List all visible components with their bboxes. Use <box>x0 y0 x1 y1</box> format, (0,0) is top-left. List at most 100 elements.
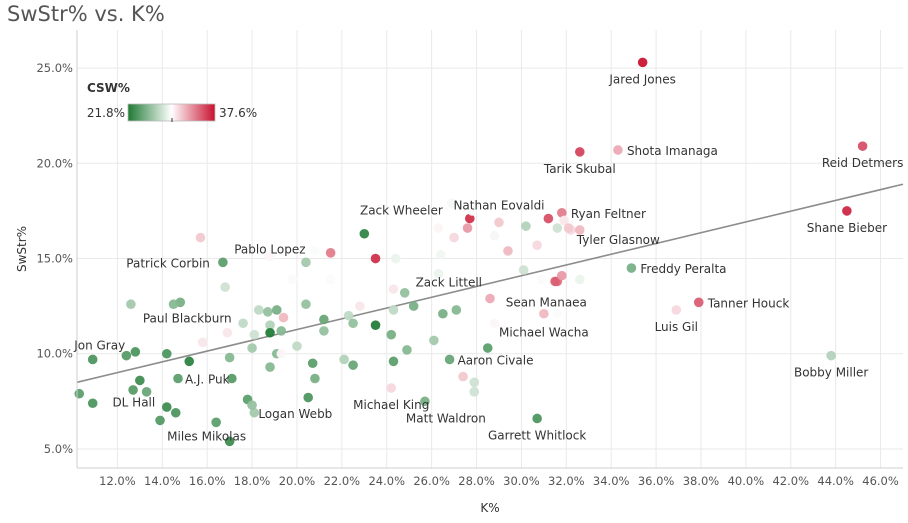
scatter-point[interactable] <box>301 299 311 310</box>
scatter-point[interactable] <box>355 301 365 311</box>
scatter-point[interactable] <box>170 407 181 418</box>
scatter-point[interactable] <box>161 348 172 359</box>
scatter-point[interactable] <box>826 350 836 361</box>
scatter-point[interactable] <box>388 284 399 294</box>
scatter-point[interactable] <box>184 356 195 367</box>
scatter-point[interactable] <box>126 299 136 310</box>
scatter-point[interactable] <box>559 215 569 226</box>
scatter-point[interactable] <box>386 383 397 393</box>
scatter-point[interactable] <box>420 396 430 407</box>
scatter-point[interactable] <box>262 307 273 317</box>
scatter-point[interactable] <box>574 274 585 285</box>
scatter-point[interactable] <box>399 288 410 298</box>
scatter-point[interactable] <box>532 413 542 424</box>
scatter-point[interactable] <box>168 299 179 310</box>
scatter-point[interactable] <box>550 276 560 287</box>
scatter-point[interactable] <box>370 253 381 264</box>
scatter-point[interactable] <box>447 198 457 209</box>
scatter-point[interactable] <box>552 308 563 319</box>
scatter-point[interactable] <box>310 373 320 384</box>
scatter-point[interactable] <box>671 305 682 315</box>
scatter-point[interactable] <box>325 274 336 285</box>
scatter-point[interactable] <box>451 305 462 315</box>
scatter-point[interactable] <box>87 398 98 409</box>
scatter-point[interactable] <box>536 274 547 285</box>
scatter-point[interactable] <box>348 360 358 370</box>
scatter-point[interactable] <box>141 387 152 397</box>
scatter-point[interactable] <box>626 263 637 273</box>
scatter-point[interactable] <box>247 343 257 353</box>
scatter-point[interactable] <box>211 417 221 428</box>
scatter-point[interactable] <box>348 318 358 329</box>
scatter-point[interactable] <box>552 223 563 233</box>
scatter-point[interactable] <box>482 343 493 353</box>
scatter-point[interactable] <box>469 377 480 388</box>
scatter-point[interactable] <box>429 335 439 346</box>
scatter-point[interactable] <box>276 348 287 359</box>
scatter-point[interactable] <box>489 230 500 241</box>
scatter-point[interactable] <box>292 341 302 351</box>
scatter-point[interactable] <box>444 354 455 365</box>
scatter-point[interactable] <box>271 305 282 315</box>
scatter-point[interactable] <box>249 407 260 418</box>
scatter-point[interactable] <box>254 305 264 315</box>
scatter-point[interactable] <box>310 246 320 256</box>
scatter-point[interactable] <box>574 147 585 157</box>
scatter-point[interactable] <box>87 354 98 365</box>
scatter-point[interactable] <box>557 208 567 218</box>
scatter-point[interactable] <box>402 345 412 355</box>
scatter-point[interactable] <box>161 402 172 412</box>
scatter-point[interactable] <box>438 308 448 319</box>
scatter-point[interactable] <box>563 223 574 233</box>
scatter-point[interactable] <box>121 350 132 361</box>
scatter-point[interactable] <box>386 329 397 340</box>
scatter-point[interactable] <box>128 385 138 395</box>
scatter-point[interactable] <box>359 228 370 239</box>
scatter-point[interactable] <box>238 318 248 329</box>
scatter-point[interactable] <box>220 282 230 292</box>
scatter-point[interactable] <box>543 213 554 224</box>
scatter-point[interactable] <box>390 253 401 264</box>
scatter-point[interactable] <box>319 314 329 325</box>
scatter-point[interactable] <box>485 293 495 304</box>
scatter-point[interactable] <box>449 232 459 243</box>
scatter-point[interactable] <box>842 206 852 216</box>
scatter-point[interactable] <box>574 225 585 235</box>
scatter-point[interactable] <box>224 352 235 363</box>
scatter-point[interactable] <box>458 371 468 382</box>
scatter-point[interactable] <box>469 387 480 397</box>
scatter-point[interactable] <box>518 265 529 275</box>
scatter-point[interactable] <box>265 251 275 262</box>
scatter-point[interactable] <box>388 305 399 315</box>
scatter-point[interactable] <box>224 436 235 447</box>
scatter-point[interactable] <box>388 356 399 367</box>
scatter-point[interactable] <box>539 308 549 319</box>
scatter-point[interactable] <box>339 354 349 365</box>
scatter-point[interactable] <box>693 297 704 308</box>
scatter-point[interactable] <box>135 375 145 386</box>
scatter-point[interactable] <box>276 326 287 336</box>
scatter-point[interactable] <box>557 270 567 281</box>
scatter-point[interactable] <box>343 310 354 321</box>
scatter-point[interactable] <box>265 327 275 338</box>
scatter-point[interactable] <box>857 141 868 151</box>
scatter-point[interactable] <box>462 223 473 233</box>
scatter-point[interactable] <box>195 232 206 243</box>
scatter-point[interactable] <box>227 373 237 384</box>
scatter-point[interactable] <box>155 415 165 426</box>
scatter-point[interactable] <box>130 347 141 357</box>
scatter-point[interactable] <box>433 223 444 233</box>
scatter-point[interactable] <box>503 246 513 256</box>
scatter-point[interactable] <box>521 221 531 231</box>
scatter-point[interactable] <box>307 358 318 369</box>
scatter-point[interactable] <box>247 400 257 410</box>
scatter-point[interactable] <box>222 327 233 338</box>
scatter-point[interactable] <box>494 217 504 228</box>
scatter-point[interactable] <box>319 326 329 336</box>
scatter-point[interactable] <box>218 257 228 268</box>
scatter-point[interactable] <box>408 301 419 311</box>
scatter-point[interactable] <box>435 249 446 260</box>
scatter-point[interactable] <box>301 257 311 268</box>
scatter-point[interactable] <box>637 57 648 68</box>
scatter-point[interactable] <box>197 337 208 348</box>
